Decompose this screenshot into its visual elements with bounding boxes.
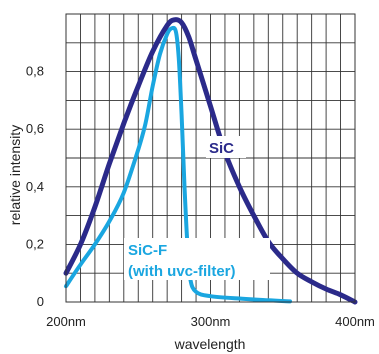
x-tick-label: 200nm: [46, 314, 86, 329]
sicf-series-label-line2: (with uvc-filter): [128, 263, 236, 280]
plot-frame: [65, 13, 356, 303]
y-tick-label: 0,4: [26, 179, 44, 194]
x-tick-label: 300nm: [191, 314, 231, 329]
y-tick-label: 0,2: [26, 236, 44, 251]
sicf-series-line: [64, 25, 292, 304]
x-tick-labels: 200nm 300nm 400nm: [46, 314, 375, 329]
sic-label-bg: [206, 136, 246, 158]
x-tick-label: 400nm: [335, 314, 375, 329]
y-tick-label: 0,6: [26, 121, 44, 136]
sicf-series-label-line1: SiC-F: [128, 242, 167, 259]
y-tick-labels: 0 0,2 0,4 0,6 0,8: [26, 64, 44, 309]
sic-series-line: [63, 17, 358, 305]
y-axis-label: relative intensity: [7, 125, 23, 225]
x-axis-label: wavelength: [174, 336, 246, 352]
y-tick-label: 0: [37, 294, 44, 309]
series-lines: [63, 17, 358, 305]
y-tick-label: 0,8: [26, 64, 44, 79]
sicf-label-bg: [124, 238, 270, 280]
sic-series-label: SiC: [209, 140, 234, 157]
